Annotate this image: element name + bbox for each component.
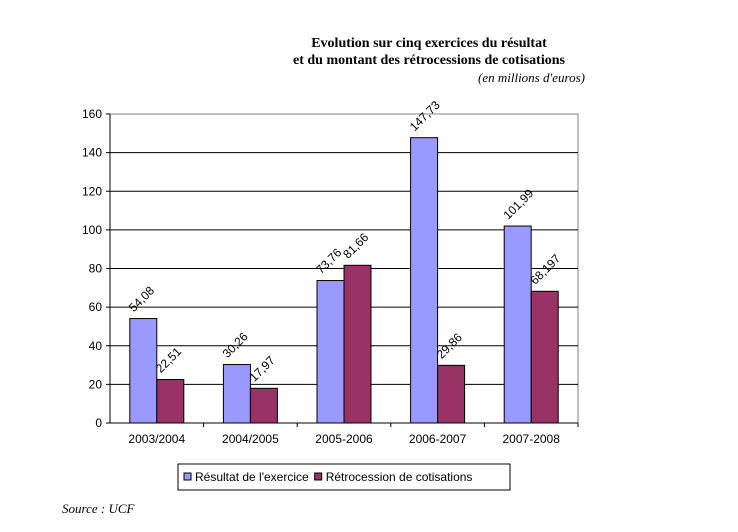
data-label: 17,97 — [247, 353, 278, 384]
y-tick-label: 60 — [89, 300, 103, 314]
y-tick-label: 80 — [89, 262, 103, 276]
legend — [177, 463, 511, 491]
y-tick-label: 120 — [82, 184, 102, 198]
chart-title-line2: et du montant des rétrocessions de cotis… — [293, 53, 565, 68]
y-tick-label: 0 — [95, 416, 102, 430]
data-label: 81,66 — [340, 230, 371, 261]
y-tick-label: 40 — [89, 339, 103, 353]
bar — [530, 290, 559, 424]
bar — [156, 379, 185, 424]
chart-title: Evolution sur cinq exercices du résultat — [311, 36, 547, 51]
x-tick-label: 2004/2005 — [222, 432, 279, 446]
bar — [343, 264, 372, 424]
legend-label: Rétrocession de cotisations — [326, 470, 473, 484]
source-note: Source : UCF — [62, 501, 135, 516]
x-tick-label: 2005-2006 — [315, 432, 373, 446]
bar — [316, 280, 345, 424]
data-label: 68,197 — [527, 251, 563, 287]
y-tick-label: 160 — [82, 107, 102, 121]
data-label: 147,73 — [407, 98, 443, 134]
bar — [222, 364, 251, 424]
x-tick-label: 2007-2008 — [503, 432, 561, 446]
bar — [503, 225, 532, 424]
bar — [410, 137, 439, 424]
chart-subtitle: (en millions d'euros) — [478, 70, 586, 85]
legend-label: Résultat de l'exercice — [195, 470, 309, 484]
y-tick-label: 20 — [89, 377, 103, 391]
y-tick-label: 100 — [82, 223, 102, 237]
y-tick-label: 140 — [82, 146, 102, 160]
bar — [437, 364, 466, 424]
bar — [129, 318, 158, 424]
data-label: 22,51 — [153, 344, 184, 375]
bar — [249, 387, 278, 424]
legend-swatch — [314, 472, 323, 481]
data-label: 30,26 — [220, 329, 251, 360]
legend-swatch — [183, 472, 192, 481]
x-tick-label: 2006-2007 — [409, 432, 467, 446]
data-label: 54,08 — [126, 283, 157, 314]
x-tick-label: 2003/2004 — [128, 432, 185, 446]
data-label: 73,76 — [313, 245, 344, 276]
